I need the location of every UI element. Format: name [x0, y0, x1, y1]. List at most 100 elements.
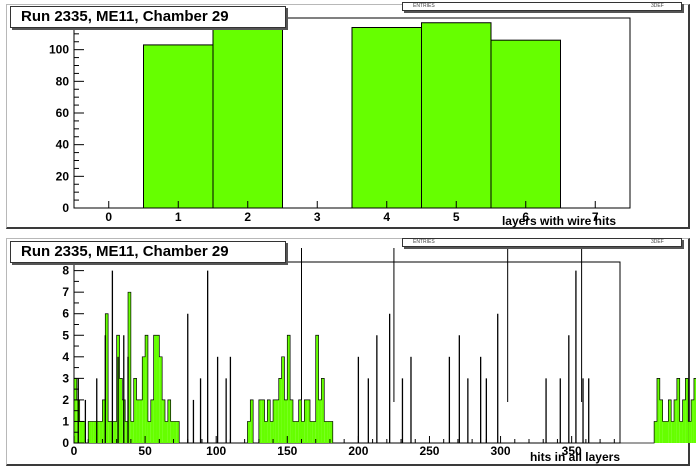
histogram-bin-65: [258, 399, 262, 443]
histogram-bin-79: [298, 399, 302, 443]
histogram-bin-24: [142, 356, 146, 443]
y-tick-label: 3: [62, 371, 69, 385]
histogram-bin-73: [281, 356, 285, 443]
histogram-bin-208: [665, 421, 669, 443]
x-tick-label: 2: [244, 210, 251, 224]
histogram-bin-86: [318, 399, 322, 443]
top-stats-label-mean: 3DEF: [651, 3, 664, 9]
histogram-bin-66: [261, 399, 265, 443]
y-tick-label: 100: [49, 43, 69, 57]
histogram-bin-72: [278, 378, 282, 443]
histogram-bin-88: [324, 421, 328, 443]
histogram-bin-77: [292, 421, 296, 443]
x-tick-label: 1: [175, 210, 182, 224]
top-pad-frame: [6, 4, 690, 229]
x-axis-label: hits in all layers: [530, 450, 620, 464]
histogram-bin-85: [315, 335, 319, 443]
histogram-bin-214: [682, 399, 686, 443]
bottom-chart-title: Run 2335, ME11, Chamber 29: [10, 241, 286, 263]
x-axis-label: layers with wire hits: [502, 214, 616, 228]
histogram-bin-29: [156, 335, 160, 443]
histogram-outline: [73, 291, 696, 444]
histogram-bin-18: [125, 421, 129, 443]
x-tick-label: 6: [522, 210, 529, 224]
histogram-bin-33: [167, 399, 171, 443]
histogram-bin-82: [307, 399, 311, 443]
top-stats-label-entries: ENTRIES: [413, 3, 435, 9]
bottom-stats-label-entries: ENTRIES: [413, 239, 435, 245]
top-chart-title: Run 2335, ME11, Chamber 29: [10, 6, 286, 28]
histogram-bin-7: [93, 421, 97, 443]
y-tick-label: 80: [56, 74, 70, 88]
y-tick-label: 5: [62, 328, 69, 342]
x-tick-label: 5: [453, 210, 460, 224]
x-tick-label: 50: [138, 444, 152, 458]
y-tick-label: 7: [62, 285, 69, 299]
histogram-bin-26: [147, 421, 151, 443]
x-tick-label: 7: [592, 210, 599, 224]
x-tick-label: 3: [314, 210, 321, 224]
x-tick-label: 100: [206, 444, 226, 458]
y-tick-label: 1: [62, 414, 69, 428]
top-stats-box: ENTRIES 3DEF: [402, 2, 682, 11]
histogram-bin-211: [674, 399, 677, 443]
histogram-bin-84: [312, 421, 316, 443]
histogram-bin-27: [150, 399, 154, 443]
bottom-stats-box: ENTRIES 3DEF: [402, 238, 682, 247]
x-tick-label: 0: [71, 444, 78, 458]
histogram-bin-90: [329, 421, 333, 443]
x-tick-label: 300: [491, 444, 511, 458]
histogram-bin-22: [136, 399, 140, 443]
histogram-bin-16: [119, 378, 123, 443]
histogram-bin-67: [264, 421, 268, 443]
y-tick-label: 40: [56, 138, 70, 152]
histogram-bin-76: [290, 399, 293, 443]
histogram-bin-28: [153, 335, 157, 443]
histogram-bin-25: [145, 335, 148, 443]
histogram-bin-31: [162, 399, 165, 443]
y-tick-label: 2: [62, 393, 69, 407]
histogram-bin-12: [108, 421, 111, 443]
histogram-bar-6: [490, 39, 561, 209]
histogram-bin-8: [96, 421, 100, 443]
y-tick-label: 0: [62, 201, 69, 215]
y-tick-label: 0: [62, 436, 69, 450]
y-tick-label: 8: [62, 264, 69, 278]
histogram-bin-78: [295, 421, 299, 443]
histogram-bin-69: [270, 421, 274, 443]
y-tick-label: 4: [62, 350, 69, 364]
histogram-bin-68: [267, 399, 271, 443]
top-chart-svg: 02040608010012001234567layers with wire …: [49, 11, 631, 228]
histogram-bin-34: [170, 421, 174, 443]
x-tick-label: 350: [562, 444, 582, 458]
histogram-bin-6: [91, 421, 94, 443]
histogram-bin-204: [654, 421, 657, 443]
histogram-bar-1: [143, 44, 214, 209]
y-tick-label: 6: [62, 307, 69, 321]
histogram-bin-213: [679, 421, 683, 443]
histogram-bin-21: [133, 378, 137, 443]
histogram-bin-23: [139, 399, 143, 443]
histogram-bin-36: [176, 421, 180, 443]
histogram-bin-80: [301, 421, 305, 443]
histogram-bin-89: [327, 421, 330, 443]
histogram-bin-30: [159, 356, 163, 443]
histogram-bin-2: [79, 421, 83, 443]
histogram-bin-3: [82, 421, 86, 443]
histogram-bin-14: [113, 421, 117, 443]
histogram-bin-81: [304, 399, 308, 443]
histogram-bin-87: [321, 378, 325, 443]
histogram-bin-83: [310, 421, 313, 443]
histogram-bin-61: [247, 421, 251, 443]
histogram-bin-217: [691, 399, 694, 443]
histogram-bin-10: [102, 399, 106, 443]
histogram-bin-5: [88, 421, 92, 443]
y-tick-label: 20: [56, 169, 70, 183]
y-tick-label: 60: [56, 106, 70, 120]
histogram-bin-218: [693, 378, 696, 443]
x-tick-label: 150: [277, 444, 297, 458]
x-tick-label: 200: [348, 444, 368, 458]
histogram-bin-210: [671, 421, 675, 443]
histogram-bin-74: [284, 399, 288, 443]
